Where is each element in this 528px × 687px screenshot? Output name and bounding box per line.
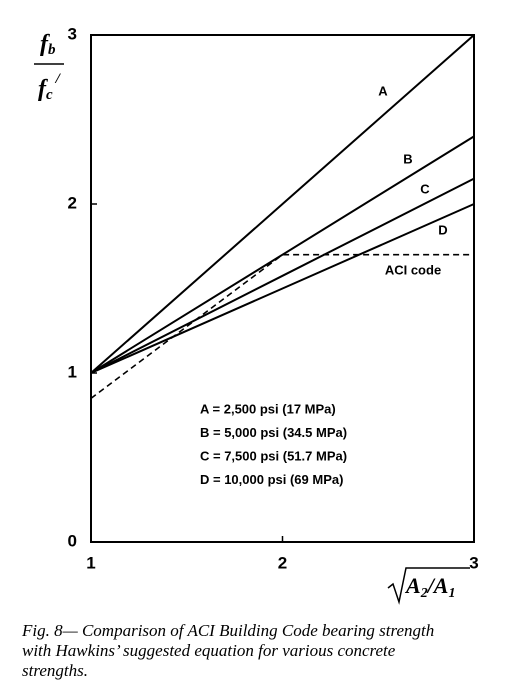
annotation: D = 10,000 psi (69 MPa): [200, 472, 343, 487]
annotation: A = 2,500 psi (17 MPa): [200, 401, 336, 416]
y-tick-label: 2: [68, 193, 77, 212]
radical-sign: [387, 567, 470, 605]
series-line: [90, 203, 475, 374]
caption: strengths.: [22, 661, 88, 680]
y-label-part: f: [38, 76, 48, 102]
x-label-part: 1: [448, 586, 455, 601]
y-tick-label: 3: [68, 24, 77, 43]
y-tick-label: 1: [68, 362, 77, 381]
series-line: [90, 34, 475, 374]
x-label-part: A: [404, 573, 421, 598]
annotation: C = 7,500 psi (51.7 MPa): [200, 448, 347, 463]
x-label-part: /A: [426, 573, 449, 598]
x-tick-label: 1: [86, 553, 95, 572]
x-tick-label: 2: [278, 553, 287, 572]
y-label-numerator: fb: [40, 31, 56, 59]
caption: with Hawkins’ suggested equation for var…: [22, 641, 396, 660]
y-label-part: b: [48, 42, 56, 58]
series-line: [90, 135, 475, 374]
y-label-denominator: fc/: [38, 71, 62, 103]
caption: Fig. 8— Comparison of ACI Building Code …: [21, 621, 434, 640]
series-label: B: [403, 151, 412, 166]
y-label-part: /: [55, 71, 62, 87]
series-label: A: [378, 83, 388, 98]
x-label-part: 2: [420, 586, 428, 601]
annotation: B = 5,000 psi (34.5 MPa): [200, 425, 347, 440]
series-label: D: [438, 222, 447, 237]
x-label: A2/A1: [404, 573, 455, 601]
y-tick-label: 0: [68, 531, 77, 550]
x-tick-label: 3: [469, 553, 478, 572]
series-label: ACI code: [385, 262, 441, 277]
y-label-part: c: [46, 87, 53, 103]
series-line: [90, 177, 475, 374]
series-label: C: [420, 181, 430, 196]
y-label-part: f: [40, 31, 50, 57]
